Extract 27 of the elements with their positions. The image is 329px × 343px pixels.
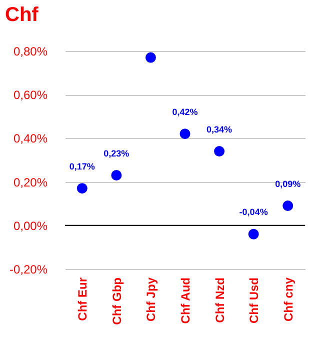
y-tick-label: 0,60% <box>13 88 48 102</box>
x-tick-label: Chf Aud <box>178 278 192 324</box>
chart-title: Chf <box>5 4 39 26</box>
x-tick-label: Chf Nzd <box>212 278 227 323</box>
point <box>145 52 156 63</box>
point <box>282 200 294 212</box>
point <box>111 170 122 180</box>
point <box>248 228 259 240</box>
x-tick-label: Chf cny <box>281 277 296 322</box>
x-tick-label: Chf Jpy <box>144 277 158 322</box>
y-tick-label: -0,20% <box>9 262 48 276</box>
x-tick-label: Chf Usd <box>247 278 262 324</box>
x-tick-label: Chf Gbp <box>110 278 124 325</box>
point <box>180 128 190 140</box>
point <box>76 183 88 194</box>
x-tick-label: Chf Eur <box>76 277 90 321</box>
y-tick-label: 0,00% <box>13 218 48 233</box>
y-tick-label: 0,20% <box>13 175 48 190</box>
data-label: 0,17% <box>69 161 95 172</box>
point <box>214 146 225 157</box>
y-tick-label: 0,40% <box>13 132 48 146</box>
data-label: -0,04% <box>239 207 268 218</box>
y-tick-label: 0,80% <box>13 44 48 58</box>
data-label: 0,09% <box>275 178 301 189</box>
data-label: 0,23% <box>104 148 130 158</box>
data-label: 0,34% <box>206 124 232 134</box>
data-label: 0,42% <box>172 106 198 117</box>
